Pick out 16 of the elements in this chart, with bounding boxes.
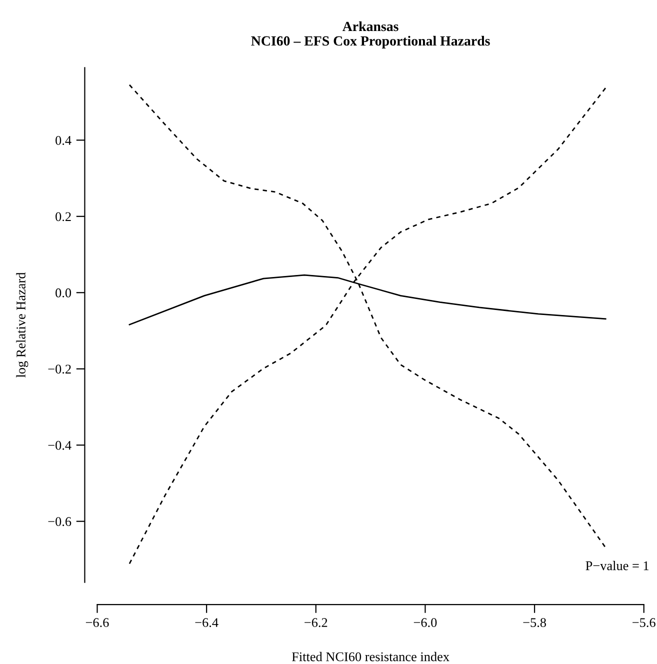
y-tick-label: 0.2 (56, 212, 71, 222)
x-tick-label: −5.6 (632, 618, 656, 628)
y-tick-label: 0.0 (56, 288, 72, 298)
x-axis-title: Fitted NCI60 resistance index (292, 652, 450, 662)
y-tick-label: −0.4 (48, 440, 72, 450)
x-tick-label: −6.2 (304, 618, 328, 628)
x-tick-label: −6.4 (195, 618, 218, 628)
x-tick-label: −6.0 (414, 618, 437, 628)
chart-title: Arkansas NCI60 – EFS Cox Proportional Hazards (251, 21, 490, 48)
x-tick-label: −6.6 (86, 618, 109, 628)
y-tick-label: −0.2 (48, 364, 71, 374)
y-tick-label: 0.4 (56, 136, 72, 145)
annotation: P−value = 1 (586, 560, 649, 570)
y-tick-label: −0.6 (48, 517, 72, 526)
x-tick-label: −5.8 (523, 618, 546, 628)
y-axis-title: log Relative Hazard (16, 272, 28, 378)
